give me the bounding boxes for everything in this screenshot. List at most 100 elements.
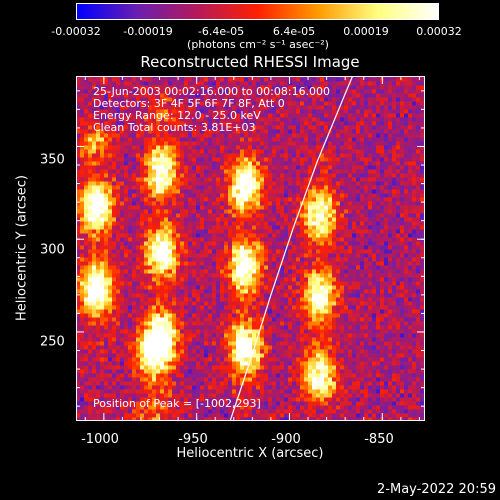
- heatmap-cell: [232, 217, 237, 222]
- heatmap-cell: [132, 409, 137, 414]
- heatmap-cell: [192, 417, 197, 421]
- heatmap-cell: [228, 405, 233, 410]
- heatmap-cell: [260, 417, 265, 421]
- heatmap-cell: [272, 365, 277, 370]
- heatmap-cell: [364, 213, 369, 218]
- heatmap-cell: [184, 245, 189, 250]
- heatmap-cell: [88, 333, 93, 338]
- heatmap-cell: [88, 361, 93, 366]
- heatmap-cell: [100, 289, 105, 294]
- heatmap-cell: [204, 277, 209, 282]
- heatmap-cell: [304, 217, 309, 222]
- heatmap-cell: [404, 249, 409, 254]
- heatmap-cell: [376, 261, 381, 266]
- heatmap-cell: [384, 281, 389, 286]
- heatmap-cell: [296, 369, 301, 374]
- heatmap-cell: [412, 381, 417, 386]
- heatmap-cell: [160, 389, 165, 394]
- heatmap-cell: [216, 241, 221, 246]
- heatmap-cell: [228, 277, 233, 282]
- heatmap-cell: [248, 257, 253, 262]
- heatmap-cell: [188, 213, 193, 218]
- heatmap-cell: [304, 209, 309, 214]
- heatmap-cell: [256, 321, 261, 326]
- heatmap-cell: [296, 321, 301, 326]
- heatmap-cell: [244, 229, 249, 234]
- heatmap-cell: [288, 369, 293, 374]
- heatmap-cell: [180, 377, 185, 382]
- heatmap-cell: [172, 285, 177, 290]
- heatmap-cell: [412, 309, 417, 314]
- heatmap-cell: [388, 301, 393, 306]
- heatmap-cell: [356, 293, 361, 298]
- heatmap-cell: [332, 341, 337, 346]
- heatmap-cell: [356, 377, 361, 382]
- heatmap-cell: [348, 325, 353, 330]
- heatmap-cell: [316, 257, 321, 262]
- heatmap-cell: [304, 341, 309, 346]
- heatmap-cell: [200, 377, 205, 382]
- heatmap-cell: [80, 329, 85, 334]
- heatmap-cell: [240, 349, 245, 354]
- heatmap-cell: [144, 257, 149, 262]
- heatmap-cell: [300, 401, 305, 406]
- heatmap-cell: [212, 237, 217, 242]
- heatmap-cell: [344, 253, 349, 258]
- heatmap-cell: [256, 385, 261, 390]
- heatmap-cell: [132, 397, 137, 402]
- heatmap-cell: [384, 393, 389, 398]
- heatmap-cell: [208, 217, 213, 222]
- heatmap-cell: [256, 233, 261, 238]
- heatmap-cell: [336, 289, 341, 294]
- heatmap-cell: [264, 349, 269, 354]
- heatmap-cell: [400, 245, 405, 250]
- heatmap-cell: [192, 389, 197, 394]
- heatmap-cell: [360, 293, 365, 298]
- heatmap-cell: [296, 193, 301, 198]
- heatmap-cell: [180, 213, 185, 218]
- heatmap-cell: [352, 389, 357, 394]
- heatmap-cell: [192, 277, 197, 282]
- heatmap-cell: [172, 405, 177, 410]
- heatmap-cell: [328, 197, 333, 202]
- heatmap-cell: [132, 417, 137, 421]
- heatmap-cell: [336, 281, 341, 286]
- heatmap-cell: [256, 257, 261, 262]
- heatmap-cell: [260, 265, 265, 270]
- heatmap-cell: [396, 249, 401, 254]
- heatmap-cell: [116, 329, 121, 334]
- heatmap-cell: [376, 237, 381, 242]
- heatmap-cell: [324, 237, 329, 242]
- heatmap-cell: [288, 221, 293, 226]
- heatmap-cell: [272, 201, 277, 206]
- heatmap-cell: [316, 217, 321, 222]
- heatmap-cell: [268, 309, 273, 314]
- heatmap-cell: [364, 345, 369, 350]
- heatmap-cell: [88, 289, 93, 294]
- heatmap-cell: [328, 405, 333, 410]
- heatmap-cell: [172, 213, 177, 218]
- heatmap-cell: [204, 205, 209, 210]
- heatmap-cell: [308, 305, 313, 310]
- heatmap-cell: [240, 393, 245, 398]
- heatmap-cell: [212, 233, 217, 238]
- heatmap-cell: [332, 309, 337, 314]
- heatmap-cell: [352, 229, 357, 234]
- heatmap-cell: [360, 377, 365, 382]
- heatmap-cell: [340, 233, 345, 238]
- heatmap-cell: [292, 405, 297, 410]
- heatmap-cell: [264, 225, 269, 230]
- heatmap-cell: [328, 373, 333, 378]
- heatmap-cell: [368, 277, 373, 282]
- heatmap-cell: [264, 249, 269, 254]
- heatmap-cell: [256, 329, 261, 334]
- heatmap-cell: [276, 337, 281, 342]
- heatmap-cell: [348, 357, 353, 362]
- heatmap-cell: [264, 233, 269, 238]
- heatmap-cell: [168, 349, 173, 354]
- heatmap-cell: [132, 225, 137, 230]
- heatmap-cell: [200, 293, 205, 298]
- heatmap-cell: [340, 253, 345, 258]
- heatmap-cell: [148, 409, 153, 414]
- heatmap-cell: [120, 221, 125, 226]
